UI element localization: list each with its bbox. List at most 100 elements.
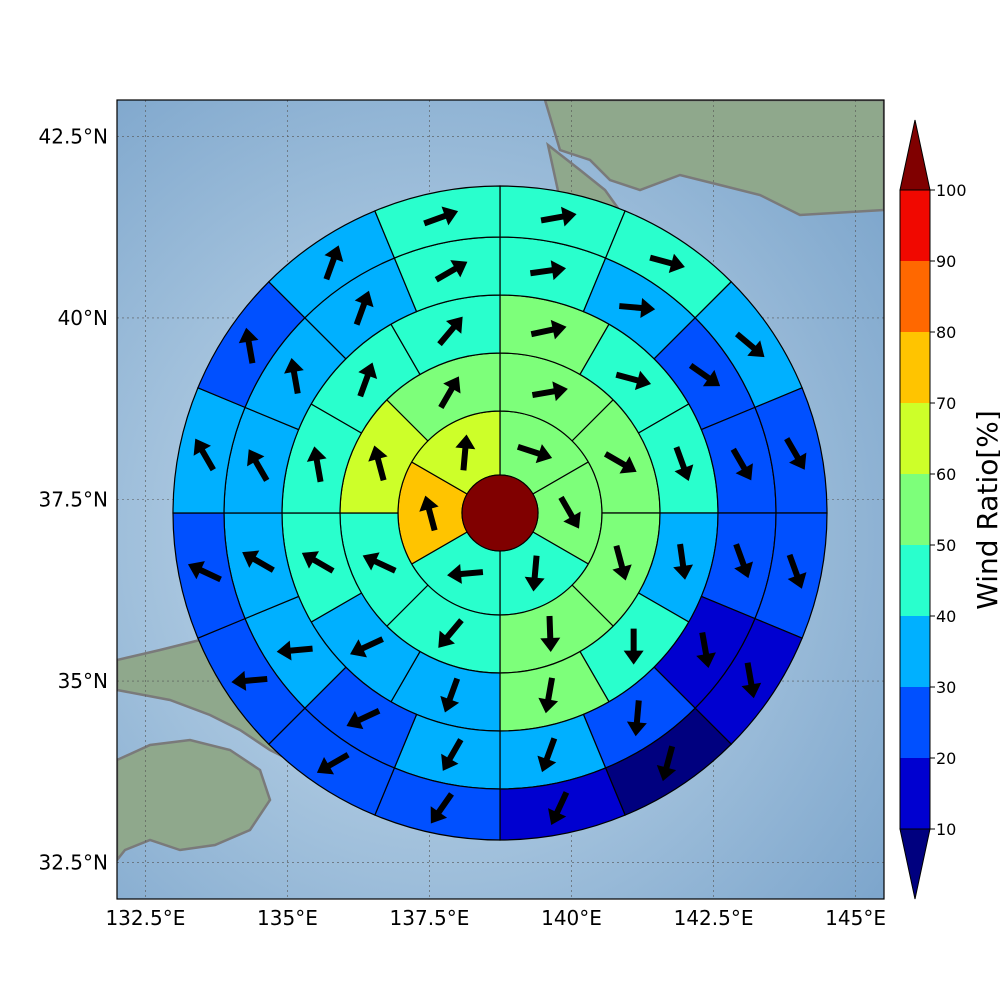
colorbar-title: Wind Ratio[%] — [971, 410, 1000, 610]
wind-arrow-shape — [346, 708, 381, 730]
colorbar-tick-label: 40 — [936, 607, 956, 626]
colorbar-over-triangle — [899, 119, 931, 191]
longitude-tick-label: 135°E — [257, 906, 318, 930]
wind-arrow — [558, 495, 581, 529]
wind-arrow-shape — [0, 0, 10, 18]
wind-arrow — [419, 495, 439, 532]
wind-arrow — [741, 662, 762, 699]
wind-arrow — [0, 0, 10, 18]
wind-arrow — [423, 206, 459, 227]
wind-arrow — [0, 0, 10, 18]
wind-arrow — [187, 561, 222, 583]
wind-arrow-shape — [529, 260, 567, 281]
wind-arrow-shape — [316, 752, 350, 775]
wind-arrow — [786, 553, 807, 589]
wind-arrow — [441, 738, 464, 771]
wind-arrow — [0, 0, 10, 18]
colorbar-tick-label: 60 — [936, 465, 956, 484]
wind-arrow — [612, 544, 632, 581]
wind-arrow-shape — [434, 260, 468, 283]
wind-arrow — [0, 0, 10, 18]
wind-arrow-shape — [516, 443, 553, 464]
wind-arrow — [688, 362, 721, 387]
wind-arrow — [540, 206, 577, 227]
colorbar-segment — [900, 332, 930, 403]
wind-arrow-shape — [540, 206, 577, 227]
wind-arrow-shape — [350, 636, 384, 658]
center-disc — [461, 474, 539, 552]
wind-arrow — [529, 260, 567, 281]
wind-arrow — [437, 316, 463, 347]
wind-arrow — [673, 543, 694, 580]
wind-arrow-shape — [0, 0, 10, 18]
wind-arrow-shape — [0, 0, 10, 18]
wind-arrow-shape — [0, 0, 10, 18]
wind-arrow-shape — [247, 449, 270, 482]
wind-arrow-shape — [362, 552, 397, 574]
wind-arrow — [323, 245, 344, 281]
wind-arrow — [0, 0, 10, 18]
wind-arrow — [696, 631, 716, 668]
wind-arrow-shape — [368, 445, 388, 482]
colorbar-tick-label: 10 — [936, 820, 956, 839]
latitude-tick-label: 35°N — [58, 669, 108, 693]
wind-arrow-shape — [784, 437, 807, 470]
wind-arrow — [238, 327, 259, 364]
wind-arrow — [0, 0, 10, 18]
wind-arrow — [734, 331, 765, 358]
wind-arrow — [619, 298, 656, 318]
wind-arrow-shape — [276, 640, 313, 661]
wind-arrow — [231, 670, 268, 691]
wind-arrow — [530, 319, 567, 340]
wind-arrow-shape — [438, 376, 461, 410]
wind-arrow — [540, 615, 561, 653]
wind-arrow-shape — [419, 495, 439, 532]
map-area — [0, 0, 884, 899]
wind-arrow-shape — [193, 438, 216, 472]
wind-arrow — [301, 551, 335, 574]
wind-arrow-shape — [187, 561, 222, 583]
latitude-tick-label: 42.5°N — [39, 124, 109, 148]
wind-arrow — [242, 550, 275, 573]
longitude-tick-labels: 132.5°E 135°E 137.5°E 140°E 142.5°E 145°E — [105, 906, 886, 930]
wind-arrow — [0, 0, 10, 18]
wind-arrow — [362, 552, 397, 574]
wind-arrow-shape — [323, 245, 344, 281]
wind-arrow — [0, 0, 10, 18]
wind-arrow — [0, 0, 10, 18]
wind-arrow-shape — [430, 792, 454, 824]
latitude-tick-labels: 42.5°N 40°N 37.5°N 35°N 32.5°N — [39, 124, 109, 874]
wind-arrow — [626, 700, 647, 737]
wind-arrow — [0, 0, 10, 18]
wind-arrow — [524, 555, 545, 592]
colorbar-frame — [899, 189, 931, 830]
wind-arrow — [434, 260, 468, 283]
colorbar-tick-label: 70 — [936, 394, 956, 413]
wind-arrow — [516, 443, 553, 464]
wind-arrow-shape — [603, 451, 637, 474]
wind-arrow — [438, 618, 464, 648]
wind-arrows — [0, 0, 807, 826]
wind-arrow — [0, 0, 10, 18]
wind-sector — [374, 185, 501, 259]
land-region — [543, 100, 884, 217]
wind-arrow-shape — [441, 738, 464, 771]
wind-arrow-shape — [0, 0, 10, 18]
wind-arrow-shape — [741, 662, 762, 699]
colorbar-tick-label: 100 — [936, 181, 967, 200]
wind-arrow — [603, 451, 637, 474]
wind-arrow-shape — [673, 543, 694, 580]
wind-arrow-shape — [558, 495, 581, 529]
wind-arrow — [0, 0, 10, 18]
wind-arrow — [537, 737, 558, 773]
wind-arrow-shape — [734, 331, 765, 358]
latitude-tick-label: 37.5°N — [39, 488, 109, 512]
longitude-tick-label: 145°E — [825, 906, 886, 930]
wind-arrow-shape — [530, 319, 567, 340]
wind-arrow-shape — [0, 0, 10, 18]
wind-arrow-shape — [696, 631, 716, 668]
colorbar-segment — [900, 616, 930, 687]
wind-arrow-shape — [301, 551, 335, 574]
wind-arrow-shape — [626, 700, 647, 737]
